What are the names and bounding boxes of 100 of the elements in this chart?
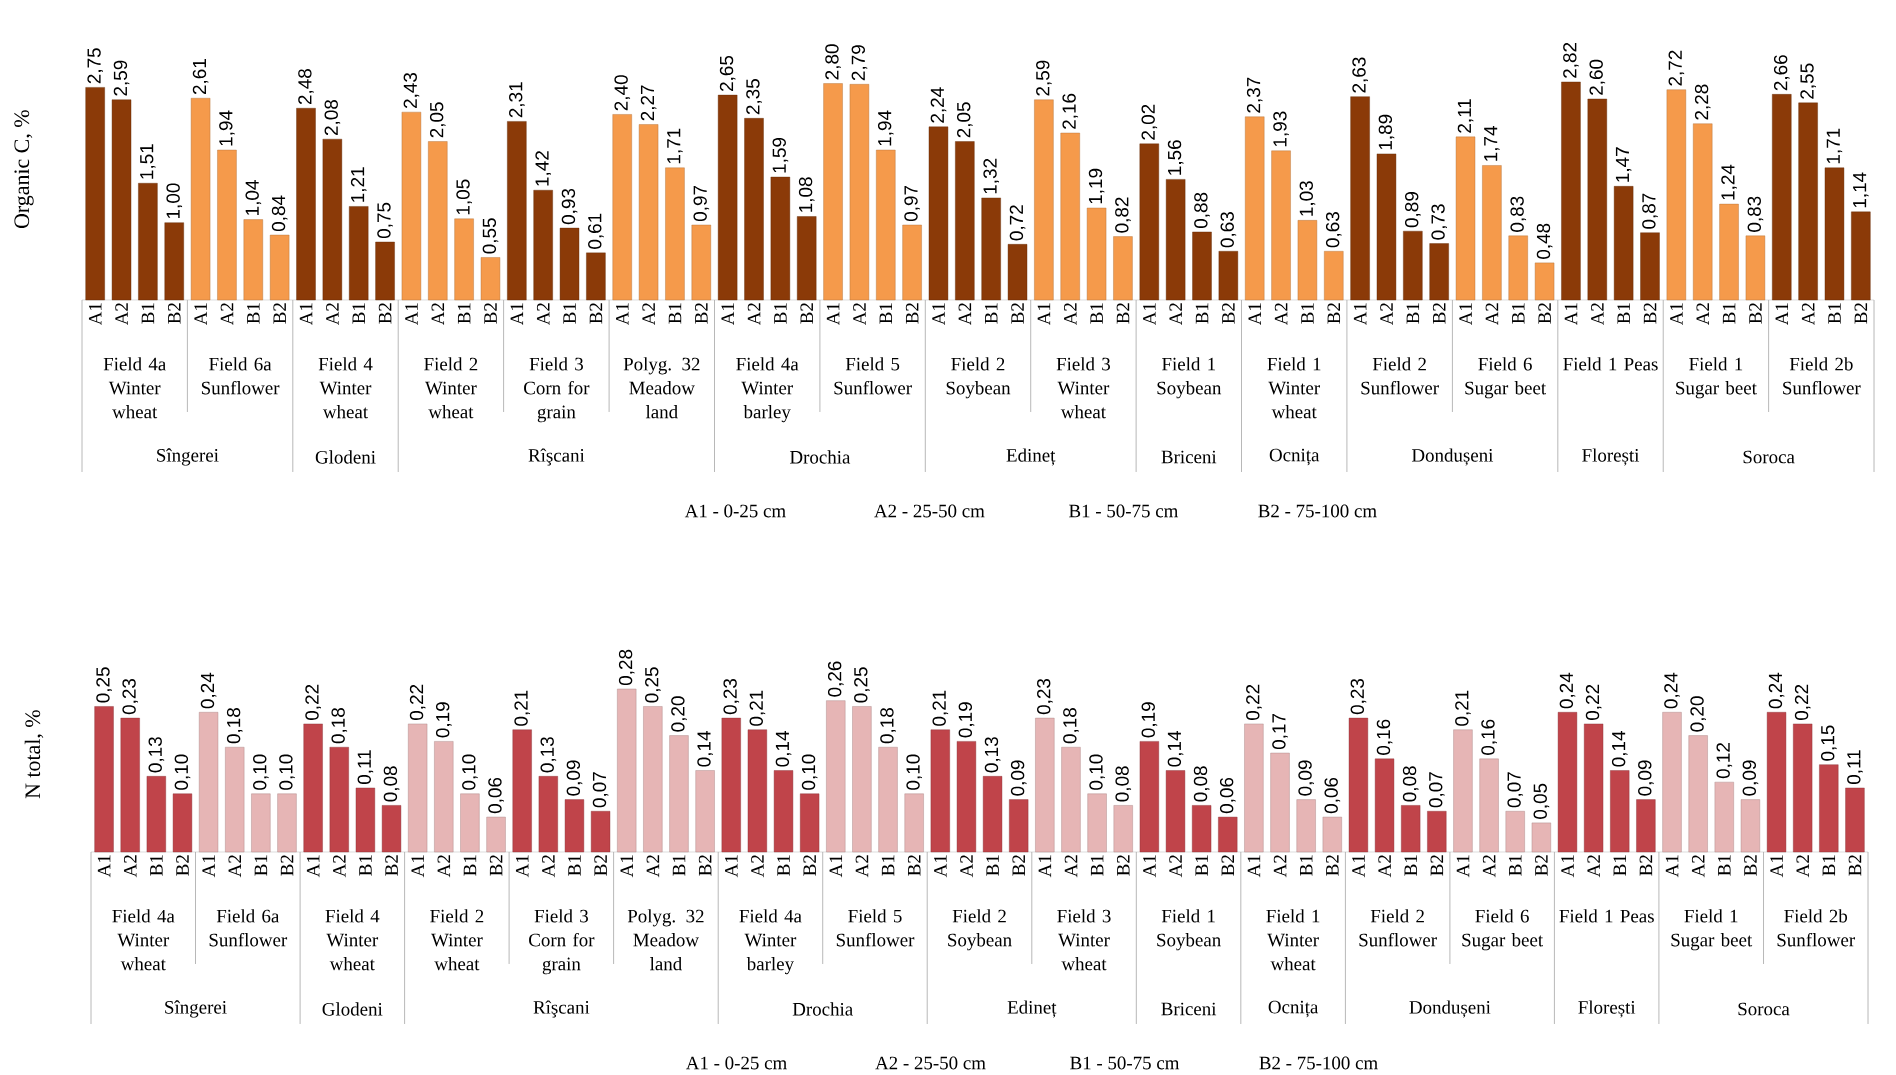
bar — [1350, 96, 1370, 301]
bar — [1714, 781, 1734, 853]
bar — [1479, 758, 1499, 853]
bar — [849, 84, 870, 301]
x-tick-label: A2 — [747, 303, 761, 326]
bar — [665, 167, 685, 301]
x-tick-label: A1 — [616, 303, 629, 326]
text: A1 - 0-25 cm — [685, 1056, 787, 1070]
text: B2 - 75-100 cm — [1258, 504, 1377, 518]
data-label: 0,19 — [435, 702, 452, 738]
data-label: 2,28 — [1694, 84, 1711, 120]
x-tick-label: A1 — [194, 303, 207, 326]
data-label: 1,14 — [1853, 172, 1869, 208]
x-tick-label: A1 — [1143, 303, 1156, 326]
x-tick-label: A1 — [934, 855, 947, 878]
data-label: 0,24 — [200, 672, 217, 709]
x-tick-label: B2 — [1012, 855, 1026, 876]
bar — [1348, 717, 1369, 853]
bar — [643, 706, 663, 853]
data-label: 0,55 — [482, 218, 499, 254]
bar — [375, 241, 395, 301]
text: A2 - 25-50 cm — [874, 504, 985, 518]
x-tick-label: B2 — [1535, 855, 1548, 876]
data-label: 0,24 — [1559, 672, 1576, 709]
data-label: 2,55 — [1800, 63, 1816, 99]
data-label: 0,13 — [540, 737, 557, 773]
bar — [1165, 179, 1186, 301]
x-tick-label: B1 — [668, 303, 682, 324]
x-tick-label: B2 — [695, 303, 708, 324]
bar — [138, 183, 158, 301]
bar — [564, 799, 585, 853]
bar — [198, 712, 219, 853]
data-label: 0,63 — [1220, 212, 1237, 248]
x-tick-label: A2 — [542, 855, 555, 878]
data-label: 1,32 — [983, 158, 999, 194]
x-tick-label: B2 — [589, 303, 603, 324]
text: Florești — [1578, 1000, 1636, 1018]
bar — [1139, 741, 1159, 853]
x-tick-label: B1 — [774, 303, 787, 324]
text: Field 1 Soybean — [1157, 357, 1222, 399]
x-tick-label: B1 — [1508, 855, 1522, 876]
x-tick-label: A2 — [536, 303, 550, 326]
x-tick-label: B1 — [1404, 855, 1417, 876]
x-tick-label: B1 — [1828, 303, 1841, 324]
x-tick-label: A2 — [1796, 855, 1809, 878]
data-label: 0,09 — [566, 760, 583, 796]
text: Field 4 Winter wheat — [318, 357, 373, 419]
data-label: 0,97 — [693, 185, 710, 222]
x-tick-label: B1 — [247, 303, 260, 324]
text: Ocnița — [1268, 1000, 1319, 1018]
x-tick-label: A2 — [1378, 855, 1391, 878]
x-tick-label: B1 — [254, 855, 268, 876]
x-tick-label: A1 — [405, 303, 418, 326]
x-tick-label: B2 — [489, 855, 503, 876]
text: Edineț — [1007, 1000, 1057, 1018]
data-label: 0,09 — [1010, 760, 1027, 796]
bar — [1745, 235, 1766, 301]
bar — [1035, 717, 1055, 853]
bar — [1244, 723, 1264, 853]
x-tick-label: A1 — [826, 303, 840, 326]
bar — [1772, 94, 1792, 301]
text: Field 6a Sunflower — [209, 909, 288, 947]
text: A1 - 0-25 cm — [684, 504, 786, 518]
x-tick-label: A1 — [1038, 855, 1052, 878]
data-label: 2,05 — [429, 102, 446, 138]
bar — [1061, 747, 1081, 853]
bar — [1009, 799, 1029, 853]
x-tick-label: A1 — [88, 303, 102, 326]
text: Ocnița — [1269, 448, 1320, 466]
x-tick-label: A2 — [431, 303, 445, 326]
bar — [1719, 203, 1739, 301]
bar — [1297, 220, 1318, 301]
bar — [1427, 811, 1447, 853]
bar — [721, 717, 741, 853]
data-label: 0,12 — [1716, 743, 1733, 779]
data-label: 0,07 — [1507, 772, 1524, 808]
text: Field 2 Soybean — [948, 909, 1012, 951]
text: Field 2 Sunflower — [1359, 909, 1437, 947]
bar — [454, 218, 474, 301]
bar — [190, 98, 211, 301]
bar — [349, 206, 369, 301]
text: Field 4a Winter wheat — [112, 909, 175, 971]
x-tick-label: A2 — [437, 855, 451, 878]
bar — [1557, 712, 1578, 853]
data-label: 1,04 — [245, 180, 262, 215]
data-label: 0,06 — [1324, 777, 1341, 814]
bar — [1613, 186, 1634, 301]
x-tick-label: A1 — [1459, 303, 1472, 326]
data-label: 0,09 — [1638, 760, 1654, 796]
x-tick-label: A1 — [620, 855, 633, 878]
text: Florești — [1582, 448, 1640, 466]
bar — [1798, 102, 1818, 301]
data-label: 0,19 — [1141, 702, 1158, 738]
data-label: 0,13 — [148, 737, 165, 773]
bar — [1403, 230, 1423, 301]
x-tick-label: B1 — [1822, 855, 1836, 876]
x-tick-label: A2 — [333, 855, 346, 878]
data-label: 2,35 — [746, 79, 762, 115]
bar — [1455, 136, 1476, 301]
bar — [717, 94, 738, 301]
